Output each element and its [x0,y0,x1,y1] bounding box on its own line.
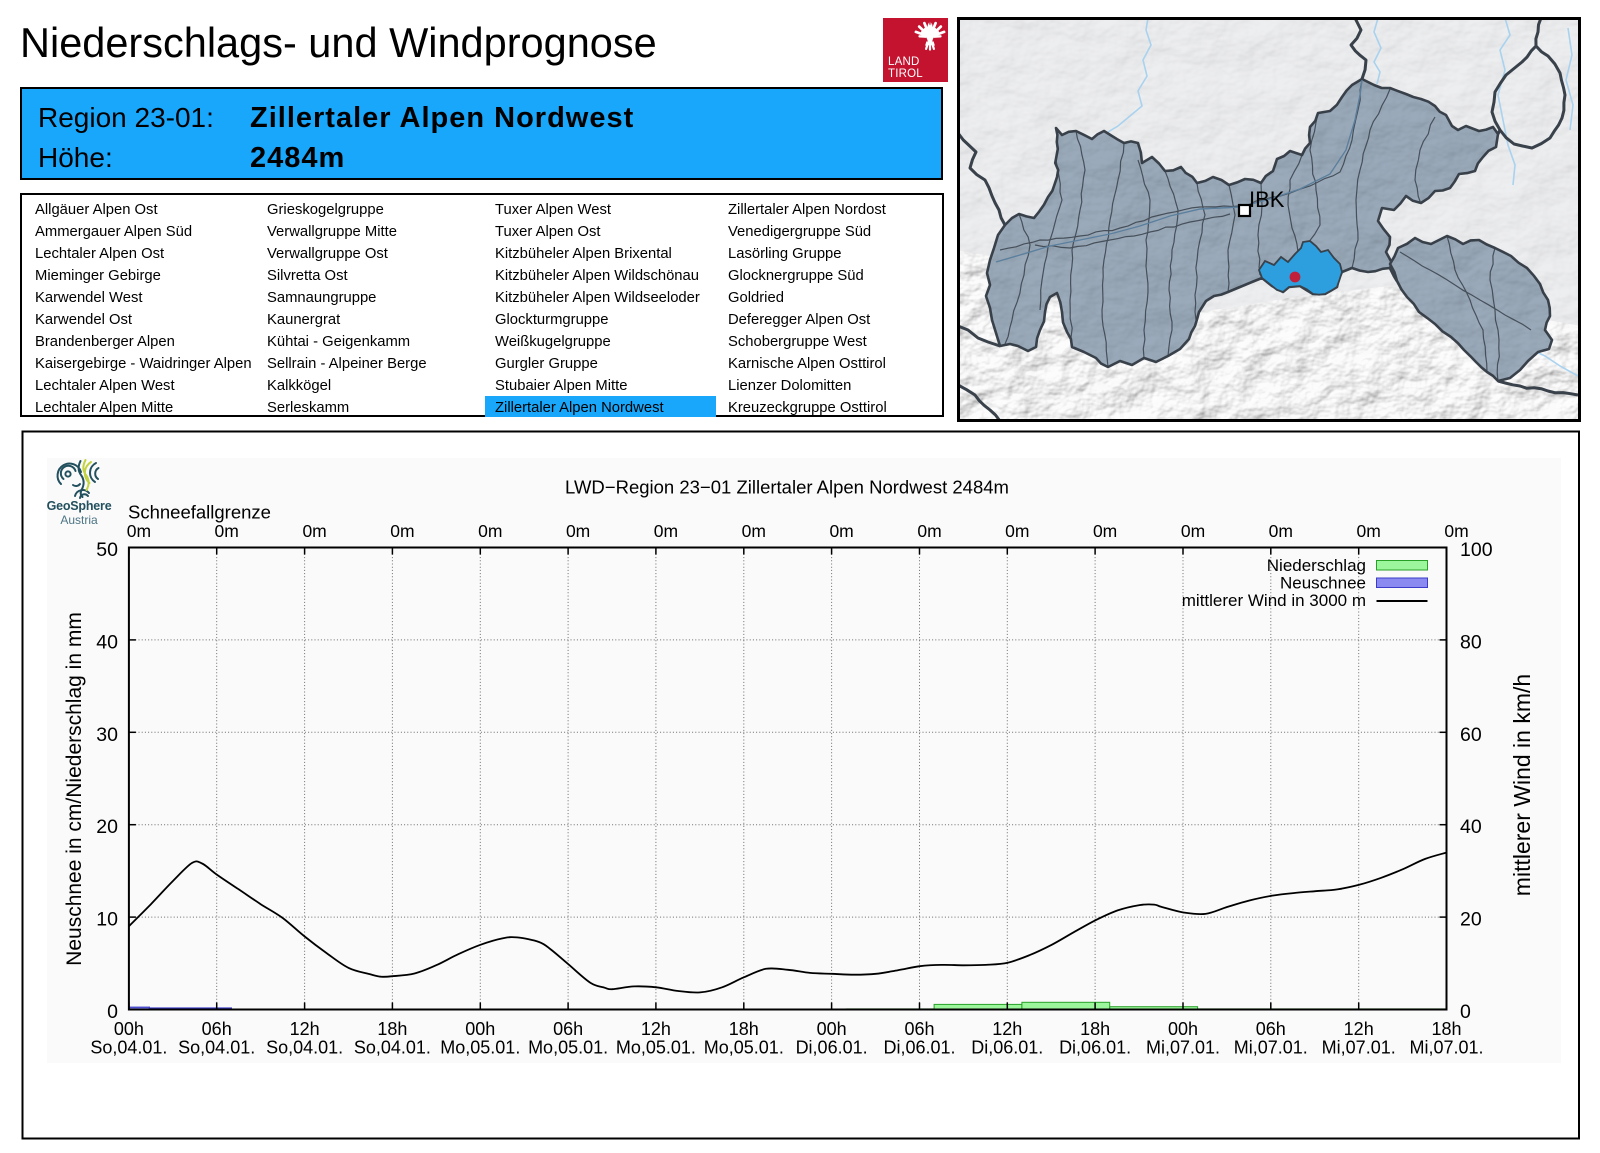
svg-text:12h: 12h [1344,1019,1374,1039]
svg-text:0: 0 [1460,1001,1471,1023]
svg-text:Mo,05.01.: Mo,05.01. [440,1038,520,1058]
svg-text:Mi,07.01.: Mi,07.01. [1322,1038,1396,1058]
svg-text:00h: 00h [465,1019,495,1039]
svg-text:80: 80 [1460,631,1482,653]
svg-text:06h: 06h [553,1019,583,1039]
svg-text:50: 50 [96,539,118,561]
svg-text:Neuschnee in cm/Niederschlag i: Neuschnee in cm/Niederschlag in mm [63,612,86,966]
svg-text:00h: 00h [114,1019,144,1039]
svg-text:So,04.01.: So,04.01. [354,1038,431,1058]
svg-text:So,04.01.: So,04.01. [90,1038,167,1058]
svg-text:0m: 0m [1269,521,1293,541]
svg-text:Di,06.01.: Di,06.01. [971,1038,1043,1058]
svg-text:Mo,05.01.: Mo,05.01. [704,1038,784,1058]
svg-text:00h: 00h [1168,1019,1198,1039]
svg-text:0m: 0m [654,521,678,541]
svg-text:06h: 06h [904,1019,934,1039]
svg-text:100: 100 [1460,539,1493,561]
svg-text:Di,06.01.: Di,06.01. [1059,1038,1131,1058]
svg-text:18h: 18h [377,1019,407,1039]
svg-text:0m: 0m [1357,521,1381,541]
svg-text:0m: 0m [390,521,414,541]
svg-text:10: 10 [96,909,118,931]
svg-text:Neuschnee: Neuschnee [1280,574,1366,593]
svg-text:0m: 0m [1444,521,1468,541]
svg-text:0m: 0m [1093,521,1117,541]
svg-text:12h: 12h [992,1019,1022,1039]
svg-text:0m: 0m [127,521,151,541]
svg-text:0m: 0m [478,521,502,541]
svg-text:0m: 0m [1181,521,1205,541]
svg-text:12h: 12h [290,1019,320,1039]
svg-text:Di,06.01.: Di,06.01. [883,1038,955,1058]
svg-text:30: 30 [96,724,118,746]
svg-text:Mi,07.01.: Mi,07.01. [1234,1038,1308,1058]
svg-text:18h: 18h [1431,1019,1461,1039]
svg-text:0: 0 [107,1001,118,1023]
svg-text:Schneefallgrenze: Schneefallgrenze [128,502,271,523]
svg-text:00h: 00h [817,1019,847,1039]
svg-text:20: 20 [1460,909,1482,931]
svg-text:LWD−Region 23−01 Zillertaler A: LWD−Region 23−01 Zillertaler Alpen Nordw… [565,477,1009,498]
svg-text:0m: 0m [1005,521,1029,541]
svg-text:Niederschlag: Niederschlag [1267,556,1366,575]
svg-text:Mi,07.01.: Mi,07.01. [1409,1038,1483,1058]
svg-text:Austria: Austria [60,513,98,527]
svg-text:40: 40 [96,631,118,653]
svg-text:IBK: IBK [1249,187,1285,212]
svg-text:12h: 12h [641,1019,671,1039]
svg-text:0m: 0m [829,521,853,541]
svg-text:0m: 0m [215,521,239,541]
svg-text:0m: 0m [302,521,326,541]
svg-text:40: 40 [1460,816,1482,838]
svg-text:0m: 0m [742,521,766,541]
svg-text:60: 60 [1460,724,1482,746]
svg-text:06h: 06h [1256,1019,1286,1039]
svg-text:06h: 06h [202,1019,232,1039]
svg-text:mittlerer Wind in km/h: mittlerer Wind in km/h [1509,674,1535,896]
svg-text:18h: 18h [729,1019,759,1039]
svg-text:mittlerer Wind in 3000 m: mittlerer Wind in 3000 m [1182,591,1366,610]
svg-text:Mo,05.01.: Mo,05.01. [528,1038,608,1058]
svg-text:Mi,07.01.: Mi,07.01. [1146,1038,1220,1058]
svg-text:So,04.01.: So,04.01. [178,1038,255,1058]
svg-text:GeoSphere: GeoSphere [47,499,112,513]
svg-text:Di,06.01.: Di,06.01. [796,1038,868,1058]
svg-text:0m: 0m [917,521,941,541]
svg-text:18h: 18h [1080,1019,1110,1039]
svg-text:Mo,05.01.: Mo,05.01. [616,1038,696,1058]
svg-text:20: 20 [96,816,118,838]
svg-text:So,04.01.: So,04.01. [266,1038,343,1058]
svg-text:0m: 0m [566,521,590,541]
